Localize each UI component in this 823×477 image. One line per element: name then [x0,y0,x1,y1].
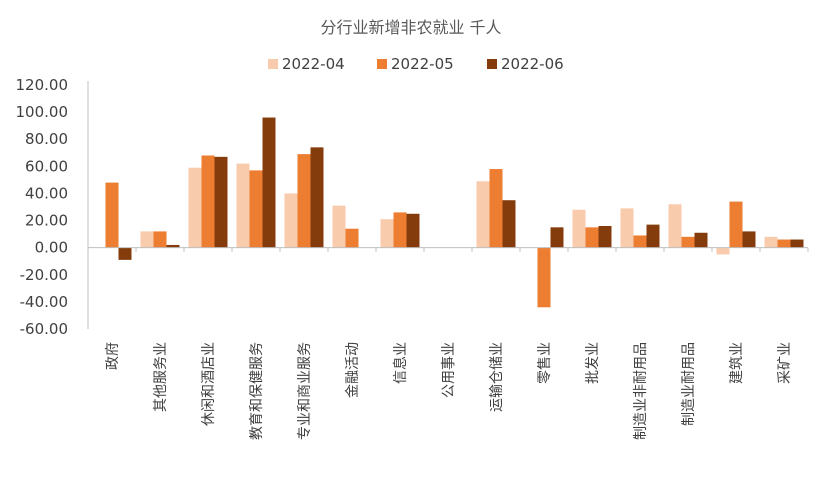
x-tick-label: 教育和保健服务 [249,342,265,440]
bar-2022-06-建筑业 [742,231,756,248]
bar-2022-05-零售业 [537,247,551,308]
bar-2022-06-制造业耐用品 [694,232,708,248]
bar-2022-05-政府 [105,182,119,248]
bar-2022-06-制造业非耐用品 [646,224,660,248]
x-tick-label: 其他服务业 [153,342,169,412]
legend-swatch-2022-06 [487,59,497,69]
x-tick-label: 休闲和酒店业 [201,342,217,426]
bar-2022-05-金融活动 [345,228,359,248]
legend: 2022-04 2022-05 2022-06 [268,55,564,73]
legend-label-2022-05: 2022-05 [391,55,454,73]
legend-label-2022-04: 2022-04 [282,55,345,73]
bar-2022-04-教育和保健服务 [236,163,250,248]
bar-2022-06-批发业 [598,225,612,248]
x-tick-label: 制造业耐用品 [681,342,697,426]
x-tick-label: 信息业 [392,342,409,384]
bar-2022-04-信息业 [380,219,394,248]
bar-2022-04-批发业 [572,209,586,248]
x-tick-label: 制造业非耐用品 [633,342,649,440]
y-tick-label: 20.00 [25,212,68,230]
x-tick-label: 公用事业 [441,342,457,398]
bar-2022-05-信息业 [393,212,407,248]
x-tick-label: 运输仓储业 [489,342,505,412]
x-tick-label: 零售业 [537,342,553,384]
bar-2022-04-制造业非耐用品 [620,208,634,248]
bar-2022-05-运输仓储业 [489,169,503,248]
bar-2022-06-教育和保健服务 [262,117,276,248]
x-axis: 政府 其他服务业 休闲和酒店业 教育和保健服务 专业和商业服务 金融活动 信息业 公用事业 运输… [87,247,809,440]
bar-2022-06-采矿业 [790,239,804,248]
bar-2022-04-运输仓储业 [476,181,490,248]
bar-2022-04-休闲和酒店业 [188,167,202,248]
bar-2022-04-建筑业 [716,247,730,255]
bar-2022-05-采矿业 [777,239,791,248]
y-tick-label: 100.00 [16,103,69,121]
y-tick-label: 0.00 [35,239,68,257]
bar-2022-04-其他服务业 [140,231,154,248]
x-tick-label: 专业和商业服务 [297,342,313,440]
bar-2022-05-休闲和酒店业 [201,155,215,248]
bar-2022-04-制造业耐用品 [668,204,682,248]
bar-2022-05-建筑业 [729,201,743,248]
x-tick-label: 政府 [105,342,121,370]
y-axis: 120.00 100.00 80.00 60.00 40.00 20.00 0.00 -20.… [16,76,89,338]
y-tick-label: -60.00 [20,320,68,338]
x-tick-label: 采矿业 [777,342,793,384]
bar-2022-06-零售业 [550,227,564,248]
legend-swatch-2022-05 [377,59,387,69]
bar-2022-06-信息业 [406,213,420,248]
y-tick-label: 40.00 [25,184,68,202]
bar-2022-05-专业和商业服务 [297,154,311,248]
bar-2022-04-金融活动 [332,205,346,248]
bar-2022-06-政府 [118,247,132,260]
bar-2022-06-休闲和酒店业 [214,156,228,248]
legend-swatch-2022-04 [268,59,278,69]
x-tick-label: 建筑业 [729,342,745,384]
y-tick-label: -40.00 [20,293,68,311]
legend-label-2022-06: 2022-06 [501,55,564,73]
bar-2022-06-专业和商业服务 [310,147,324,248]
bar-2022-05-制造业非耐用品 [633,235,647,248]
bar-2022-05-教育和保健服务 [249,170,263,248]
bar-2022-04-专业和商业服务 [284,193,298,248]
bar-2022-04-采矿业 [764,236,778,248]
bar-2022-06-运输仓储业 [502,200,516,248]
bar-2022-06-其他服务业 [166,244,180,248]
y-tick-label: 120.00 [16,76,69,94]
bar-2022-05-其他服务业 [153,231,167,248]
x-tick-label: 批发业 [585,342,601,384]
y-tick-label: 60.00 [25,157,68,175]
x-tick-label: 金融活动 [345,342,361,398]
bars [105,117,804,308]
y-tick-label: 80.00 [25,130,68,148]
y-tick-label: -20.00 [20,266,68,284]
bar-2022-05-批发业 [585,227,599,248]
bar-2022-05-制造业耐用品 [681,236,695,248]
chart-title: 分行业新增非农就业 千人 [320,18,501,37]
